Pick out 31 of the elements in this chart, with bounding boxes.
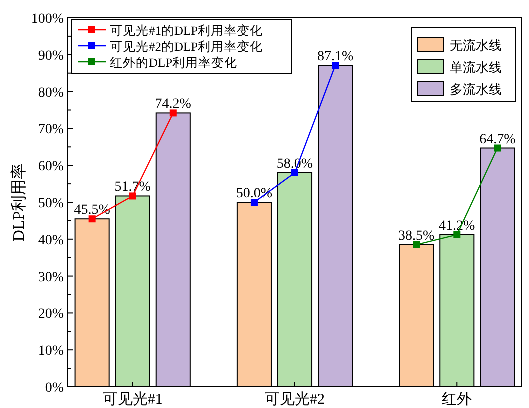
x-tick-label: 可见光#1 (102, 391, 163, 408)
point (88, 216, 96, 223)
legend-label: 无流水线 (450, 38, 502, 53)
y-tick-label: 100% (31, 12, 64, 27)
x-tick-label: 红外 (442, 391, 472, 408)
y-tick-label: 50% (38, 196, 64, 212)
legend-label: 多流水线 (450, 82, 502, 97)
data-label: 74.2% (155, 97, 192, 112)
point (170, 110, 177, 117)
y-axis-title: DLP利用率 (10, 163, 28, 242)
data-label: 38.5% (398, 228, 436, 244)
y-tick-label: 90% (38, 48, 64, 64)
legend-label: 单流水线 (450, 60, 502, 75)
y-tick-label: 70% (38, 122, 64, 138)
data-label: 64.7% (480, 132, 516, 148)
point (494, 144, 502, 152)
legend-label: 红外的DLP利用率变化 (110, 55, 238, 70)
y-tick-label: 40% (38, 233, 64, 248)
data-label: 87.1% (317, 50, 354, 65)
x-tick-label: 可见光#2 (265, 391, 325, 408)
legend-label: 可见光#1的DLP利用率变化 (110, 23, 264, 38)
y-tick-label: 10% (38, 344, 64, 360)
data-label: 45.5% (74, 203, 111, 218)
y-tick-label: 0% (45, 381, 64, 396)
y-tick-label: 20% (38, 307, 64, 322)
point (413, 241, 420, 248)
y-tick-label: 30% (38, 270, 64, 286)
y-tick-label: 60% (38, 160, 64, 175)
legend-label: 可见光#2的DLP利用率变化 (110, 39, 264, 54)
point (332, 62, 340, 70)
y-tick-label: 80% (38, 86, 64, 101)
